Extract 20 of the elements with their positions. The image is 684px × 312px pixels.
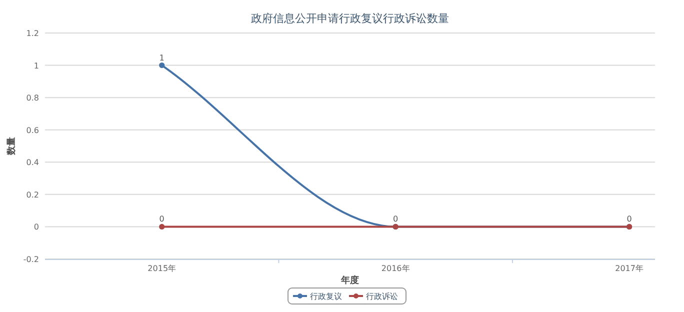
y-tick-label: 1.2: [26, 29, 39, 38]
data-label: 0: [393, 214, 398, 224]
y-tick-label: 0.6: [26, 126, 39, 135]
y-tick-label: 1: [34, 61, 39, 70]
legend-label: 行政诉讼: [366, 292, 398, 301]
legend-label: 行政复议: [310, 292, 342, 301]
chart-title: 政府信息公开申请行政复议行政诉讼数量: [251, 12, 449, 25]
y-tick-label: 0.4: [26, 158, 39, 168]
data-label: 0: [626, 214, 632, 224]
y-tick-label: 0.2: [26, 190, 39, 200]
data-label: 0: [159, 214, 164, 224]
y-tick-label: 0: [34, 222, 39, 232]
y-tick-label: -0.2: [23, 255, 39, 264]
x-axis-title: 年度: [340, 275, 359, 286]
x-tick-label: 2015年: [148, 264, 176, 273]
x-tick-label: 2016年: [381, 264, 410, 273]
y-axis-title: 数量: [6, 137, 17, 156]
x-tick-label: 2017年: [615, 264, 644, 273]
y-tick-label: 0.8: [26, 94, 39, 103]
data-label: 1: [159, 53, 164, 62]
